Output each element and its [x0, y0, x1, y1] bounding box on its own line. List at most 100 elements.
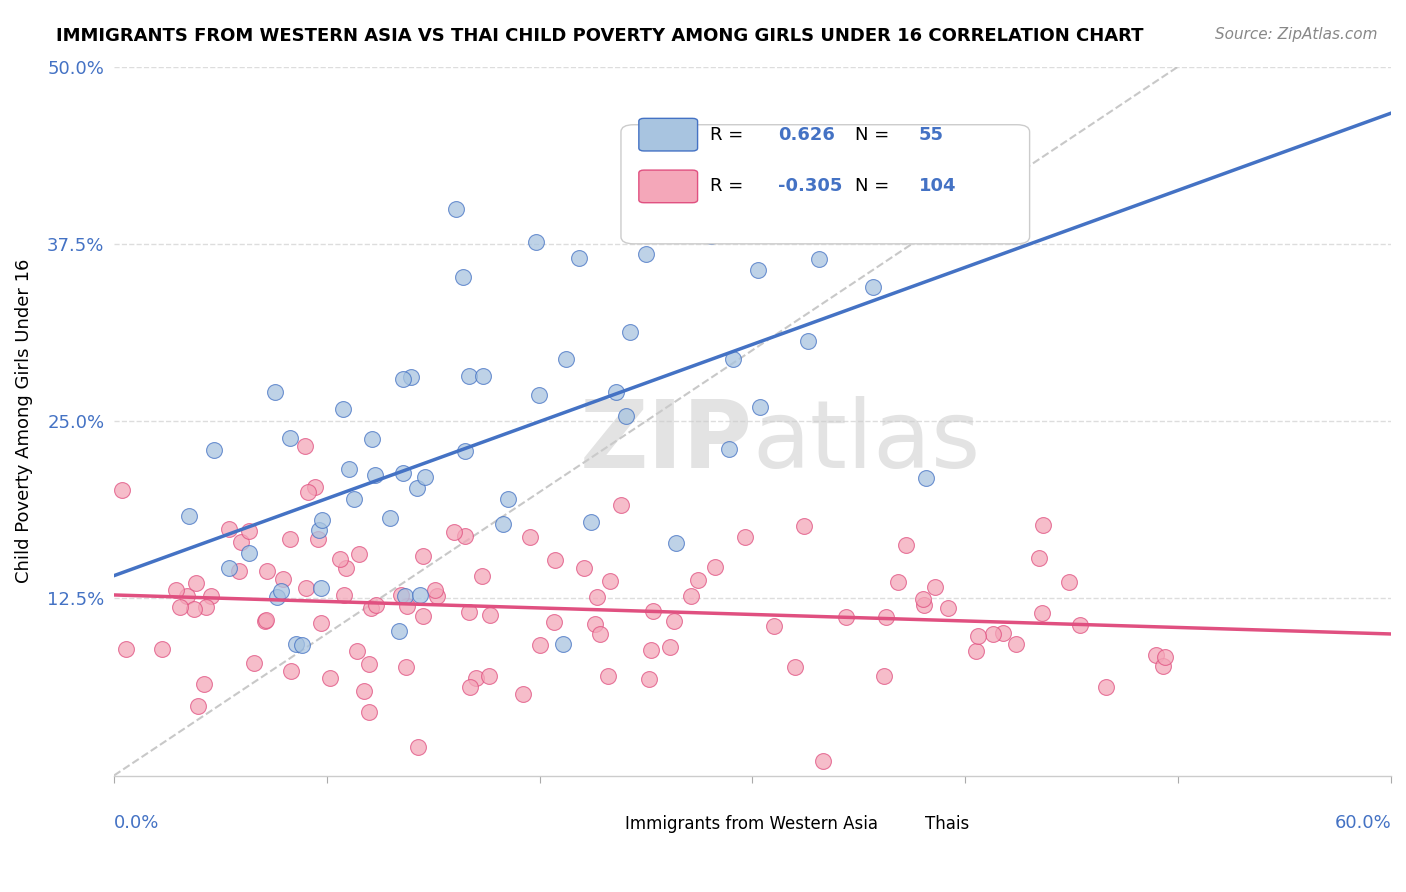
Text: Thais: Thais [925, 815, 969, 833]
Point [496, 491, 519, 506]
Text: 0.0%: 0.0% [114, 814, 159, 832]
Point [406, 739, 429, 754]
Point [423, 583, 446, 598]
Point [1005, 637, 1028, 651]
Point [967, 629, 990, 643]
Point [329, 551, 352, 566]
Point [308, 523, 330, 537]
Point [681, 589, 703, 603]
Point [1057, 574, 1080, 589]
Point [458, 369, 481, 384]
Point [785, 660, 807, 674]
Point [218, 561, 240, 575]
Point [392, 371, 415, 385]
Point [478, 607, 501, 622]
Point [280, 664, 302, 678]
Text: Source: ZipAtlas.com: Source: ZipAtlas.com [1215, 27, 1378, 42]
Point [1031, 606, 1053, 620]
Point [717, 442, 740, 456]
Point [586, 591, 609, 605]
FancyBboxPatch shape [582, 814, 623, 836]
Point [638, 672, 661, 686]
Point [527, 388, 550, 402]
FancyBboxPatch shape [638, 119, 697, 151]
Text: N =: N = [855, 126, 889, 144]
Point [551, 637, 574, 651]
Point [598, 669, 620, 683]
Point [291, 639, 314, 653]
Point [349, 548, 371, 562]
Point [218, 522, 240, 536]
Point [202, 443, 225, 458]
Point [924, 580, 946, 594]
Point [862, 280, 884, 294]
Point [700, 228, 723, 243]
Text: ZIP: ZIP [579, 396, 752, 488]
Text: 60.0%: 60.0% [1334, 814, 1391, 832]
Y-axis label: Child Poverty Among Girls Under 16: Child Poverty Among Girls Under 16 [15, 259, 32, 583]
Point [747, 263, 769, 277]
Point [734, 530, 756, 544]
Point [1032, 518, 1054, 533]
Point [278, 431, 301, 445]
Point [872, 669, 894, 683]
Point [415, 469, 437, 483]
Point [662, 614, 685, 628]
Text: Immigrants from Western Asia: Immigrants from Western Asia [624, 815, 877, 833]
Point [396, 599, 419, 614]
Point [797, 334, 820, 348]
Point [519, 530, 541, 544]
Point [256, 564, 278, 578]
Point [721, 351, 744, 366]
Point [353, 684, 375, 698]
Point [965, 644, 987, 658]
Point [599, 574, 621, 588]
Point [915, 471, 938, 485]
Point [179, 508, 201, 523]
Point [395, 659, 418, 673]
Point [228, 564, 250, 578]
Point [184, 576, 207, 591]
Point [896, 538, 918, 552]
Point [749, 401, 772, 415]
Point [111, 483, 134, 497]
Point [378, 511, 401, 525]
Point [363, 468, 385, 483]
Point [285, 637, 308, 651]
Point [458, 680, 481, 694]
Point [634, 247, 657, 261]
Point [311, 513, 333, 527]
Point [543, 615, 565, 630]
FancyBboxPatch shape [621, 125, 1029, 244]
Point [391, 467, 413, 481]
Point [200, 589, 222, 603]
Point [343, 491, 366, 506]
Point [1028, 551, 1050, 566]
Point [412, 549, 434, 563]
Point [115, 641, 138, 656]
Point [529, 638, 551, 652]
Point [361, 433, 384, 447]
Point [360, 601, 382, 615]
Point [446, 202, 468, 216]
Point [492, 516, 515, 531]
Point [641, 604, 664, 618]
Point [453, 270, 475, 285]
Point [169, 600, 191, 615]
Point [187, 698, 209, 713]
Point [981, 626, 1004, 640]
Point [254, 614, 277, 628]
Text: N =: N = [855, 178, 889, 195]
Text: 55: 55 [918, 126, 943, 144]
Point [544, 552, 567, 566]
Point [357, 705, 380, 719]
Point [238, 524, 260, 538]
Point [307, 532, 329, 546]
Point [193, 677, 215, 691]
Point [388, 624, 411, 639]
Point [465, 672, 488, 686]
Point [270, 584, 292, 599]
Point [297, 485, 319, 500]
Point [555, 352, 578, 367]
Point [238, 546, 260, 560]
